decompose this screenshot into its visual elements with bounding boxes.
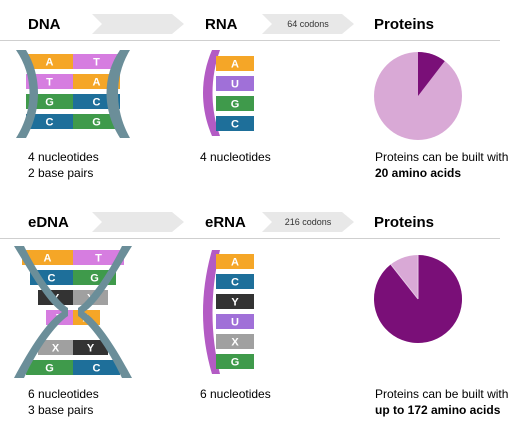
divider <box>0 40 500 41</box>
rna-title: RNA <box>205 16 238 33</box>
protein-pie <box>374 255 462 343</box>
protein-description: Proteins can be built with <box>375 387 509 401</box>
base-pair-left: A <box>26 54 73 69</box>
edna-base-pairs-label: 3 base pairs <box>28 403 94 417</box>
svg-text:U: U <box>231 79 239 91</box>
arrow-rna-to-proteins <box>262 14 354 34</box>
amino-acid-count: 20 amino acids <box>375 166 462 180</box>
svg-text:G: G <box>92 117 101 129</box>
rna-base: G <box>216 96 254 111</box>
base-pair-right: G <box>73 114 120 129</box>
svg-text:G: G <box>45 97 54 109</box>
base-pair-right: T <box>73 54 120 69</box>
svg-text:C: C <box>231 277 239 289</box>
edna-nucleotides-label: 6 nucleotides <box>28 387 99 401</box>
dna-helix: A TT AG CC G <box>16 50 130 138</box>
erna-title: eRNA <box>205 214 246 231</box>
svg-text:C: C <box>231 119 239 131</box>
base-pair-right: C <box>73 360 120 375</box>
edna-helix: ATCGYXTAXYGC <box>14 246 132 378</box>
svg-text:C: C <box>93 363 101 375</box>
rna-base: C <box>216 274 254 289</box>
svg-text:T: T <box>46 77 53 89</box>
rna-backbone <box>203 50 220 136</box>
base-pair-left: C <box>26 114 73 129</box>
codon-count: 64 codons <box>287 19 329 29</box>
arrow-edna-to-erna <box>92 212 184 232</box>
svg-text:T: T <box>95 253 102 265</box>
rna-base: G <box>216 354 254 369</box>
svg-text:A: A <box>44 253 52 265</box>
base-pair-left: G <box>26 360 73 375</box>
base-pair-right: T <box>73 250 124 265</box>
base-pair-right: Y <box>73 340 108 355</box>
rna-base: U <box>216 314 254 329</box>
divider <box>0 238 500 239</box>
amino-acid-count: up to 172 amino acids <box>375 403 501 417</box>
svg-text:G: G <box>231 99 240 111</box>
pie-slice-amino-acids <box>418 52 445 96</box>
proteins-title: Proteins <box>374 16 435 33</box>
base-pair-left: T <box>26 74 73 89</box>
svg-text:G: G <box>90 273 99 285</box>
rna-base: A <box>216 254 254 269</box>
base-pair-left: A <box>22 250 73 265</box>
svg-text:G: G <box>45 363 54 375</box>
dna-backbone-right <box>106 50 130 138</box>
svg-text:C: C <box>46 117 54 129</box>
svg-text:A: A <box>231 59 239 71</box>
svg-text:C: C <box>48 273 56 285</box>
dna-nucleotides-label: 4 nucleotides <box>28 150 99 164</box>
rna-base: C <box>216 116 254 131</box>
svg-text:A: A <box>93 77 101 89</box>
protein-description: Proteins can be built with <box>375 150 509 164</box>
svg-text:T: T <box>93 57 100 69</box>
svg-text:X: X <box>52 343 60 355</box>
svg-text:A: A <box>46 57 54 69</box>
svg-text:A: A <box>231 257 239 269</box>
svg-text:G: G <box>231 357 240 369</box>
svg-text:Y: Y <box>87 343 95 355</box>
rna-base: U <box>216 76 254 91</box>
arrow-erna-to-proteins <box>262 212 354 232</box>
dna-title: DNA <box>28 16 61 33</box>
base-pair-left: X <box>38 340 73 355</box>
proteins-title: Proteins <box>374 214 435 231</box>
rna-base: X <box>216 334 254 349</box>
arrow-dna-to-rna <box>92 14 184 34</box>
svg-text:Y: Y <box>231 297 239 309</box>
protein-pie <box>374 52 462 140</box>
rna-nucleotides-label: 4 nucleotides <box>200 150 271 164</box>
edna-title: eDNA <box>28 214 69 231</box>
dna-backbone-left <box>16 50 38 138</box>
svg-text:U: U <box>231 317 239 329</box>
svg-text:X: X <box>231 337 239 349</box>
erna-backbone <box>203 250 220 374</box>
rna-base: Y <box>216 294 254 309</box>
rna-base: A <box>216 56 254 71</box>
svg-text:C: C <box>93 97 101 109</box>
erna-nucleotides-label: 6 nucleotides <box>200 387 271 401</box>
codon-count: 216 codons <box>284 217 332 227</box>
dna-base-pairs-label: 2 base pairs <box>28 166 94 180</box>
